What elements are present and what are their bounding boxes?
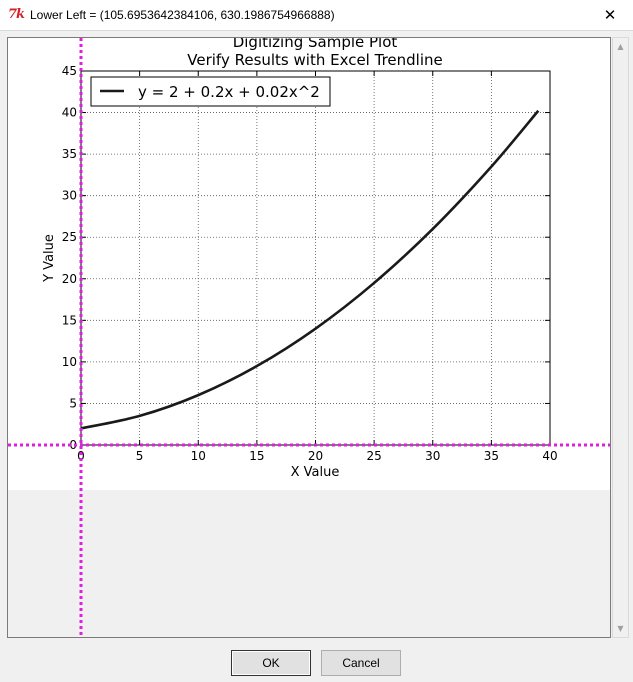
x-tick-label: 10 [191,449,206,463]
y-tick-label: 0 [69,438,77,452]
window-title: Lower Left = (105.6953642384106, 630.198… [30,8,335,22]
y-tick-label: 25 [62,230,77,244]
x-tick-label: 5 [136,449,144,463]
close-button[interactable]: ✕ [603,6,617,24]
legend-label: y = 2 + 0.2x + 0.02x^2 [138,83,320,101]
y-tick-label: 20 [62,272,77,286]
y-tick-label: 45 [62,64,77,78]
chart[interactable]: 0 5 10 15 20 25 30 35 40 0 5 10 15 20 25 30 35 40 45 Digit… [8,38,611,638]
legend: y = 2 + 0.2x + 0.02x^2 [90,76,331,107]
y-tick-label: 40 [62,106,77,120]
chart-title: Digitizing Sample Plot [233,38,398,51]
figure-background [8,38,610,490]
x-tick-label: 30 [425,449,440,463]
ticks: 0 5 10 15 20 25 30 35 40 0 5 10 15 20 25 30 35 40 45 [62,64,558,463]
ok-button[interactable]: OK [231,650,311,676]
chart-subtitle: Verify Results with Excel Trendline [187,51,442,69]
plot-canvas[interactable]: 0 5 10 15 20 25 30 35 40 0 5 10 15 20 25 30 35 40 45 Digit… [7,37,611,638]
y-axis-label: Y Value [42,234,57,283]
y-tick-label: 35 [62,147,77,161]
grid [81,71,550,445]
y-tick-label: 30 [62,189,77,203]
tk-feather-icon: 7k [8,7,25,22]
scroll-down-arrow-icon[interactable]: ▼ [617,624,624,633]
y-tick-label: 5 [69,396,77,410]
x-tick-label: 20 [308,449,323,463]
x-tick-label: 15 [249,449,264,463]
x-tick-label: 40 [542,449,557,463]
x-tick-label: 25 [366,449,381,463]
cancel-button[interactable]: Cancel [321,650,401,676]
series-line-0 [80,109,540,430]
x-axis-label: X Value [291,465,340,480]
title-bar[interactable]: 7k Lower Left = (105.6953642384106, 630.… [0,0,633,31]
legend-box [90,76,331,107]
y-tick-label: 15 [62,313,77,327]
y-tick-label: 10 [62,355,77,369]
scroll-up-arrow-icon[interactable]: ▲ [617,42,624,51]
x-tick-label: 0 [77,449,85,463]
x-tick-label: 35 [484,449,499,463]
vertical-scrollbar[interactable]: ▲ ▼ [612,37,629,638]
